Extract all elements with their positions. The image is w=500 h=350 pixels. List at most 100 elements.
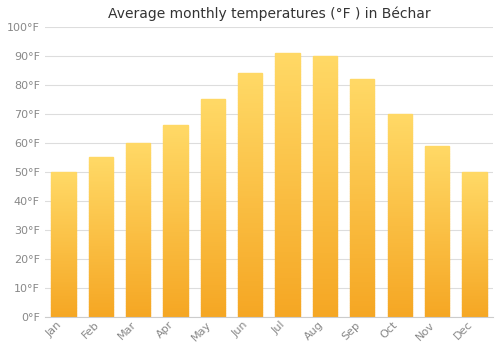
Bar: [276, 111, 299, 114]
Bar: [276, 264, 299, 267]
Bar: [51, 262, 76, 263]
Bar: [238, 183, 262, 185]
Bar: [200, 160, 225, 162]
Bar: [276, 195, 299, 198]
Bar: [388, 272, 412, 274]
Bar: [200, 236, 225, 239]
Bar: [350, 191, 374, 193]
Bar: [51, 195, 76, 196]
Bar: [313, 246, 337, 249]
Bar: [164, 139, 188, 141]
Bar: [388, 303, 412, 304]
Bar: [388, 260, 412, 262]
Bar: [51, 288, 76, 289]
Bar: [200, 110, 225, 112]
Bar: [238, 85, 262, 88]
Bar: [126, 174, 150, 176]
Bar: [164, 129, 188, 131]
Bar: [200, 282, 225, 284]
Bar: [388, 294, 412, 296]
Bar: [276, 74, 299, 77]
Bar: [126, 232, 150, 233]
Bar: [200, 104, 225, 106]
Bar: [313, 95, 337, 98]
Bar: [200, 225, 225, 228]
Bar: [313, 220, 337, 223]
Bar: [238, 176, 262, 178]
Bar: [425, 296, 449, 298]
Bar: [350, 210, 374, 212]
Bar: [425, 281, 449, 283]
Bar: [88, 267, 113, 269]
Bar: [388, 266, 412, 268]
Bar: [88, 262, 113, 264]
Bar: [88, 178, 113, 180]
Bar: [313, 168, 337, 171]
Bar: [388, 191, 412, 193]
Bar: [164, 177, 188, 179]
Bar: [425, 154, 449, 156]
Bar: [313, 186, 337, 189]
Bar: [425, 212, 449, 214]
Bar: [126, 218, 150, 219]
Bar: [88, 302, 113, 304]
Bar: [462, 300, 486, 301]
Bar: [462, 192, 486, 194]
Bar: [388, 230, 412, 232]
Bar: [126, 191, 150, 193]
Bar: [462, 275, 486, 276]
Bar: [238, 273, 262, 275]
Bar: [88, 175, 113, 176]
Bar: [126, 209, 150, 211]
Bar: [313, 236, 337, 239]
Bar: [276, 227, 299, 230]
Bar: [238, 146, 262, 149]
Bar: [200, 228, 225, 230]
Bar: [200, 99, 225, 102]
Bar: [425, 295, 449, 296]
Bar: [51, 296, 76, 298]
Bar: [425, 288, 449, 289]
Bar: [51, 240, 76, 241]
Bar: [350, 198, 374, 200]
Bar: [126, 313, 150, 315]
Bar: [388, 211, 412, 213]
Bar: [462, 247, 486, 249]
Bar: [126, 202, 150, 204]
Bar: [425, 245, 449, 247]
Bar: [238, 261, 262, 263]
Bar: [238, 239, 262, 241]
Bar: [462, 230, 486, 231]
Bar: [276, 95, 299, 98]
Bar: [462, 199, 486, 201]
Bar: [126, 282, 150, 284]
Bar: [350, 276, 374, 279]
Bar: [200, 278, 225, 280]
Bar: [126, 308, 150, 310]
Bar: [88, 183, 113, 184]
Bar: [88, 162, 113, 164]
Bar: [51, 265, 76, 266]
Bar: [51, 260, 76, 262]
Bar: [313, 262, 337, 265]
Bar: [200, 119, 225, 121]
Bar: [425, 221, 449, 223]
Bar: [388, 274, 412, 276]
Bar: [51, 221, 76, 223]
Bar: [88, 310, 113, 312]
Bar: [238, 207, 262, 210]
Bar: [88, 242, 113, 244]
Bar: [313, 105, 337, 108]
Bar: [88, 255, 113, 256]
Bar: [350, 305, 374, 307]
Bar: [200, 284, 225, 286]
Bar: [200, 267, 225, 269]
Bar: [88, 165, 113, 167]
Bar: [313, 228, 337, 231]
Bar: [276, 201, 299, 203]
Bar: [238, 103, 262, 105]
Bar: [350, 167, 374, 169]
Bar: [88, 291, 113, 293]
Bar: [88, 232, 113, 234]
Bar: [462, 265, 486, 266]
